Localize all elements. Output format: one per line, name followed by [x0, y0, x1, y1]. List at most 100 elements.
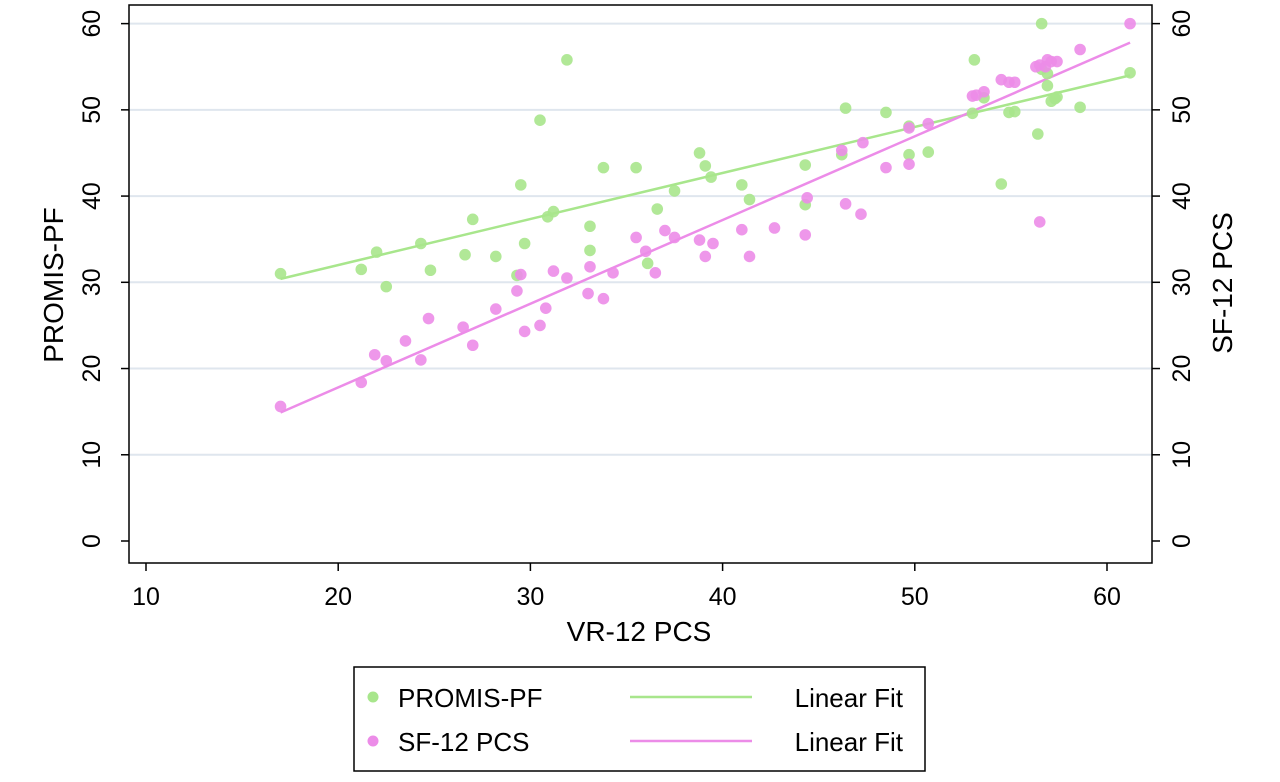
point-promis [839, 102, 852, 114]
point-sf12 [1124, 17, 1136, 30]
point-sf12 [693, 234, 706, 246]
point-promis [424, 264, 437, 277]
data-points [274, 17, 1136, 413]
point-sf12 [699, 250, 712, 263]
fit-lines [280, 41, 1131, 414]
y-axis-left: 0 10 20 30 40 50 60 [78, 10, 129, 548]
point-sf12 [922, 117, 935, 130]
point-promis [1041, 79, 1054, 92]
point-sf12 [490, 303, 502, 315]
point-sf12 [839, 198, 852, 210]
point-promis [370, 246, 383, 258]
point-promis [534, 114, 546, 126]
point-promis [584, 244, 596, 257]
point-sf12 [768, 222, 781, 234]
point-sf12 [855, 208, 867, 220]
grid-lines [129, 22, 1152, 456]
y-tick-label-right: 60 [1168, 10, 1196, 38]
point-sf12 [422, 312, 435, 325]
x-tick-label: 60 [1093, 583, 1121, 611]
point-sf12 [399, 335, 412, 347]
point-sf12 [639, 245, 652, 258]
point-promis [880, 106, 892, 119]
point-sf12 [534, 319, 546, 332]
point-sf12 [607, 267, 619, 279]
point-promis [1051, 91, 1063, 103]
point-promis [903, 148, 915, 161]
point-sf12 [584, 260, 596, 273]
point-sf12 [597, 292, 610, 305]
point-sf12 [514, 268, 527, 281]
point-sf12 [380, 354, 393, 367]
point-sf12 [668, 231, 681, 244]
point-sf12 [457, 321, 469, 333]
x-axis: 10 20 30 40 50 60 [132, 563, 1121, 611]
y-tick-label-right: 30 [1168, 268, 1196, 296]
point-promis [968, 54, 981, 66]
point-sf12 [582, 287, 594, 300]
x-tick-label: 40 [709, 583, 737, 611]
point-sf12 [649, 267, 662, 279]
point-sf12 [547, 265, 560, 277]
point-sf12 [630, 231, 642, 244]
point-promis [651, 203, 664, 215]
y-axis-right: 0 10 20 30 40 50 60 [1152, 10, 1196, 548]
point-sf12 [518, 325, 531, 338]
y-tick-label-right: 40 [1168, 182, 1196, 210]
point-promis [459, 248, 471, 261]
point-promis [693, 147, 706, 159]
point-sf12 [1051, 55, 1063, 68]
point-promis [518, 237, 531, 250]
point-promis [380, 280, 393, 293]
point-promis [1008, 105, 1021, 118]
point-sf12 [466, 339, 479, 352]
point-promis [705, 171, 717, 183]
point-promis [490, 250, 502, 263]
legend-marker-promis [367, 691, 379, 703]
point-promis [641, 257, 654, 270]
point-sf12 [707, 237, 719, 250]
point-promis [547, 205, 560, 218]
point-sf12 [1074, 43, 1086, 56]
point-promis [995, 178, 1008, 190]
point-promis [1032, 128, 1044, 140]
fit-line-sf12 [280, 41, 1131, 414]
x-tick-label: 30 [516, 583, 544, 611]
legend-box [353, 666, 926, 772]
point-sf12 [736, 223, 748, 236]
y-tick-label-right: 0 [1168, 534, 1196, 548]
point-sf12 [561, 272, 573, 284]
y-tick-label-left: 20 [78, 355, 106, 383]
point-promis [736, 179, 748, 191]
point-promis [415, 237, 427, 250]
point-sf12 [799, 229, 812, 241]
x-tick-label: 50 [901, 583, 929, 611]
point-sf12 [978, 85, 990, 98]
point-sf12 [903, 158, 915, 170]
point-promis [584, 220, 596, 233]
plot-frame [128, 4, 1153, 564]
point-promis [1124, 66, 1136, 79]
point-promis [597, 161, 610, 174]
point-sf12 [415, 354, 427, 366]
point-promis [922, 146, 935, 158]
point-sf12 [835, 144, 848, 157]
point-promis [355, 263, 368, 276]
point-sf12 [368, 348, 381, 361]
point-sf12 [1033, 216, 1046, 228]
point-promis [514, 179, 527, 191]
point-sf12 [743, 250, 756, 263]
point-sf12 [355, 376, 368, 389]
legend-label-promis-fit: Linear Fit [795, 683, 904, 713]
y-tick-label-left: 50 [78, 96, 106, 124]
point-sf12 [903, 122, 915, 134]
point-sf12 [1008, 76, 1021, 89]
x-tick-label: 10 [132, 583, 160, 611]
y-tick-label-left: 10 [78, 441, 106, 469]
legend-label-sf12: SF-12 PCS [398, 727, 530, 757]
y-tick-label-right: 20 [1168, 355, 1196, 383]
point-promis [668, 185, 681, 197]
point-promis [966, 107, 979, 120]
point-sf12 [880, 161, 892, 174]
